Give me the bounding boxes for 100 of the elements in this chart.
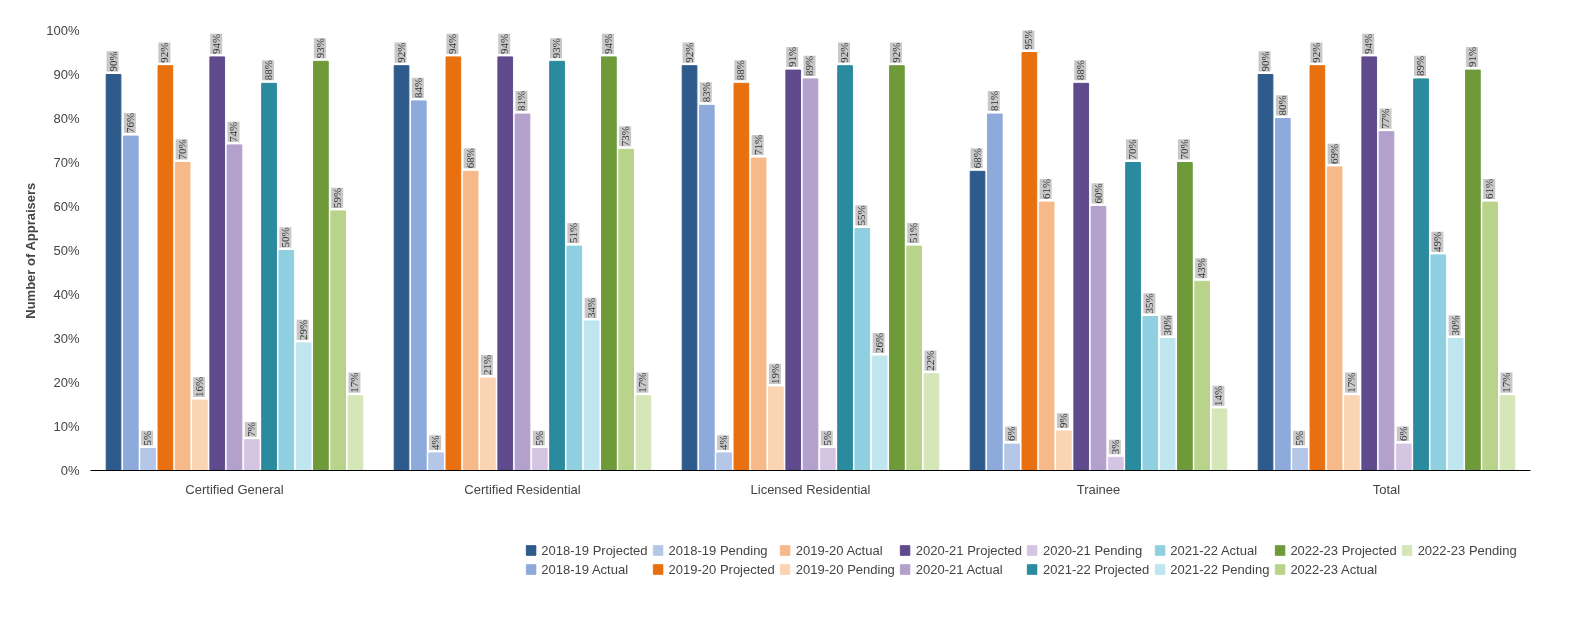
- bar: [819, 448, 836, 471]
- bar: [157, 65, 174, 471]
- y-axis-title: Number of Appraisers: [23, 182, 39, 319]
- legend-label: 2019-20 Actual: [795, 542, 883, 558]
- x-tick-label: Certified General: [185, 481, 284, 497]
- bar: [1177, 162, 1193, 471]
- data-label: 88%: [1074, 60, 1087, 81]
- y-tick-label: 80%: [53, 111, 80, 126]
- y-tick-label: 70%: [53, 155, 80, 170]
- data-label: 71%: [751, 134, 764, 156]
- bar: [428, 452, 444, 471]
- data-label: 61%: [1483, 178, 1496, 200]
- bar: [480, 377, 496, 471]
- x-tick-label: Certified Residential: [464, 481, 581, 497]
- legend-label: 2018-19 Projected: [541, 542, 648, 558]
- bar: [192, 399, 208, 471]
- bar: [1482, 201, 1499, 471]
- data-label: 22%: [924, 350, 937, 371]
- data-label: 81%: [515, 90, 528, 112]
- bar: [497, 56, 514, 471]
- legend-label: 2020-21 Projected: [915, 542, 1023, 558]
- data-label: 6%: [1396, 426, 1409, 442]
- data-label: 16%: [192, 376, 205, 398]
- data-label: 81%: [987, 90, 1000, 112]
- bar: [1107, 456, 1124, 471]
- legend-label: 2021-22 Pending: [1170, 561, 1270, 577]
- data-label: 49%: [1431, 231, 1444, 252]
- bar: [889, 65, 905, 471]
- data-label: 4%: [717, 435, 730, 450]
- bar: [785, 69, 802, 471]
- bar: [1465, 69, 1481, 471]
- data-label: 68%: [463, 148, 476, 169]
- data-label: 7%: [244, 422, 257, 437]
- bar: [514, 113, 531, 471]
- data-label: 60%: [1091, 183, 1104, 204]
- data-label: 93%: [313, 38, 326, 59]
- data-label: 50%: [279, 227, 292, 248]
- data-label: 5%: [820, 430, 833, 446]
- bar: [716, 452, 732, 471]
- data-label: 17%: [636, 372, 649, 393]
- legend-label: 2020-21 Actual: [915, 561, 1003, 577]
- bar: [313, 60, 329, 471]
- bar: [733, 82, 750, 471]
- y-tick-label: 100%: [46, 23, 80, 38]
- bar: [566, 245, 583, 471]
- data-label: 74%: [227, 121, 240, 142]
- bar: [802, 78, 819, 471]
- y-tick-label: 40%: [53, 287, 80, 302]
- data-label: 30%: [1448, 315, 1461, 336]
- data-label: 93%: [550, 38, 563, 59]
- data-label: 91%: [1465, 46, 1478, 68]
- legend-label: 2019-20 Pending: [795, 561, 895, 577]
- data-label: 94%: [498, 33, 511, 54]
- bar: [1274, 118, 1291, 471]
- data-label: 43%: [1195, 258, 1208, 279]
- data-label: 80%: [1275, 95, 1288, 116]
- y-tick-label: 90%: [53, 67, 80, 82]
- bar: [583, 320, 600, 471]
- x-tick-label: Total: [1372, 481, 1401, 497]
- bar: [1021, 52, 1038, 471]
- bar: [174, 162, 191, 471]
- bar: [105, 74, 122, 471]
- bar: [969, 170, 986, 471]
- data-label: 94%: [210, 33, 223, 54]
- data-label: 90%: [1258, 51, 1271, 72]
- data-label: 5%: [1293, 430, 1306, 446]
- data-label: 84%: [411, 77, 424, 98]
- data-label: 68%: [970, 148, 983, 169]
- data-label: 94%: [446, 33, 459, 54]
- data-label: 92%: [394, 42, 407, 63]
- data-label: 94%: [601, 33, 614, 54]
- legend-label: 2022-23 Pending: [1417, 542, 1517, 558]
- legend-label: 2019-20 Projected: [668, 561, 775, 577]
- data-label: 19%: [768, 363, 781, 384]
- data-label: 55%: [855, 205, 868, 226]
- bar: [635, 395, 652, 471]
- data-label: 90%: [106, 51, 119, 72]
- data-label: 61%: [1039, 178, 1052, 200]
- data-label: 89%: [1414, 55, 1427, 76]
- data-label: 30%: [1160, 315, 1173, 336]
- bar: [295, 342, 312, 471]
- data-label: 91%: [786, 46, 799, 68]
- data-label: 77%: [1379, 108, 1392, 129]
- bar: [462, 170, 479, 471]
- legend-label: 2018-19 Pending: [668, 542, 768, 558]
- data-label: 26%: [872, 332, 885, 354]
- data-label: 70%: [175, 139, 188, 160]
- bar: [347, 395, 364, 471]
- data-label: 89%: [803, 55, 816, 76]
- bar: [1395, 443, 1412, 471]
- bar: [410, 100, 427, 471]
- bar: [768, 386, 784, 471]
- bar: [1309, 65, 1326, 471]
- bar: [1499, 395, 1516, 471]
- y-tick-label: 0%: [60, 463, 80, 478]
- data-label: 92%: [158, 42, 171, 63]
- data-label: 21%: [480, 354, 493, 376]
- bar: [531, 448, 548, 471]
- bar: [681, 65, 698, 471]
- bar: [1125, 162, 1141, 471]
